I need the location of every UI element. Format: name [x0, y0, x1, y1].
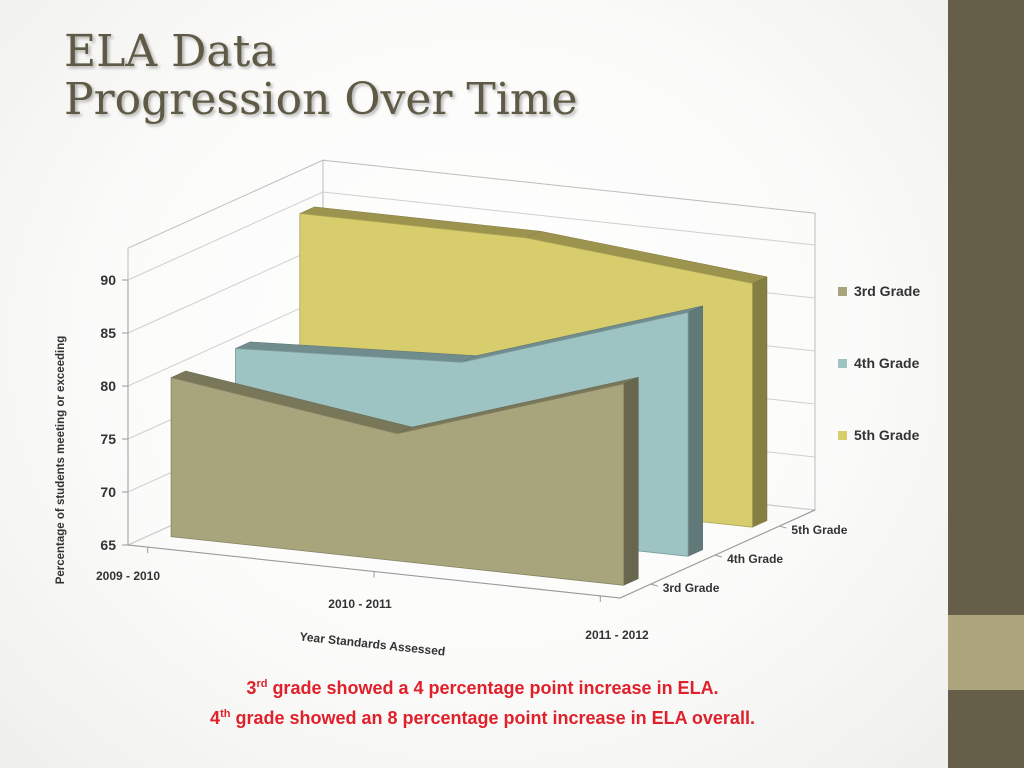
caption-superscript: rd [256, 678, 268, 690]
series-end-face [687, 305, 703, 557]
x-tick-label: 2010 - 2011 [328, 597, 392, 611]
chart-legend: 3rd Grade 4th Grade 5th Grade [838, 0, 948, 768]
depth-tick [779, 525, 787, 529]
caption-number: 4 [210, 708, 221, 728]
legend-item-3rd-grade: 3rd Grade [838, 281, 920, 301]
depth-tick-label: 4th Grade [727, 552, 783, 566]
title-line-1: ELA Data [64, 26, 277, 77]
depth-tick-label: 5th Grade [791, 523, 847, 537]
y-tick-label: 70 [100, 484, 116, 500]
depth-tick-label: 3rd Grade [663, 581, 720, 595]
series-end-face [623, 376, 639, 586]
caption-line-1: 3rd grade showed a 4 percentage point in… [60, 678, 905, 699]
depth-tick [650, 583, 658, 587]
right-accent-band-highlight [948, 615, 1024, 690]
y-tick-label: 75 [100, 431, 116, 447]
y-axis-title: Percentage of students meeting or exceed… [55, 336, 67, 585]
caption-superscript: th [220, 708, 231, 720]
legend-item-4th-grade: 4th Grade [838, 353, 919, 373]
gridline [127, 191, 816, 281]
legend-swatch-3rd-grade [838, 286, 847, 296]
page-title: ELA Data Progression Over Time [64, 28, 578, 123]
y-tick-label: 65 [100, 537, 116, 553]
depth-axis-line [619, 509, 816, 599]
y-tick-label: 80 [100, 378, 116, 394]
legend-label: 3rd Grade [854, 283, 921, 299]
caption-text: grade showed a 4 percentage point increa… [267, 678, 719, 698]
caption-line-2: 4th grade showed an 8 percentage point i… [60, 708, 905, 729]
legend-label: 5th Grade [854, 427, 920, 443]
chart-series-layer [170, 206, 768, 586]
caption-number: 3 [246, 678, 257, 698]
x-axis-title: Year Standards Assessed [299, 629, 446, 658]
ela-3d-area-chart: 65 70 75 80 85 90 2009 - 2010 2010 - 2011 2011 -… [55, 159, 848, 659]
legend-label: 4th Grade [854, 355, 920, 371]
x-tick-label: 2009 - 2010 [96, 569, 160, 583]
depth-tick [714, 554, 723, 558]
legend-swatch-5th-grade [838, 430, 847, 440]
series-3rd-grade [170, 370, 639, 586]
right-accent-band [948, 0, 1024, 768]
series-front-face [170, 377, 625, 586]
title-line-2: Progression Over Time [64, 73, 578, 125]
y-tick-label: 85 [100, 325, 116, 341]
legend-swatch-4th-grade [838, 358, 847, 368]
x-tick-label: 2011 - 2012 [585, 628, 649, 642]
legend-item-5th-grade: 5th Grade [838, 425, 919, 445]
y-tick-label: 90 [100, 272, 116, 288]
series-end-face [752, 276, 768, 528]
caption-text: grade showed an 8 percentage point incre… [230, 708, 755, 728]
